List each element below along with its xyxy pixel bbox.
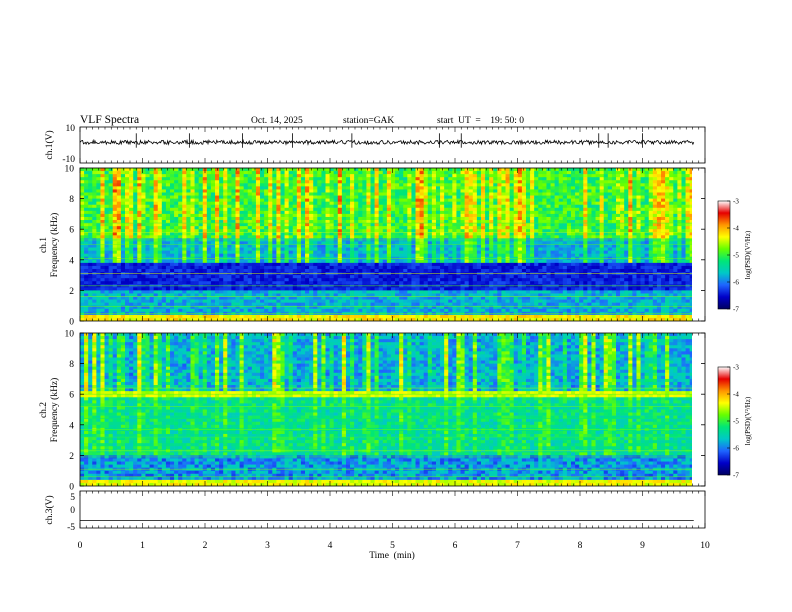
ch3-waveform-frame (79, 490, 706, 529)
time-tick-label: 4 (328, 541, 333, 551)
time-tick-label: 10 (700, 541, 710, 551)
ch1-colorbar: -3 -4 -5 -6 -7 log(PSD)(V²/Hz) (717, 198, 752, 314)
ch2-colorbar: -3 -4 -5 -6 -7 log(PSD)(V²/Hz) (717, 364, 752, 480)
colorbar-tick-label: -4 (733, 225, 739, 233)
ch3-ytick-middle: 0 (70, 506, 75, 516)
colorbar-tick-label: -7 (733, 472, 739, 480)
header-start-time: start UT = 19: 50: 0 (437, 116, 524, 126)
time-tick-labels: 0 1 2 3 4 5 6 7 8 9 10 (78, 541, 710, 551)
ch2-frequency-ticks: 0 2 4 6 8 10 (65, 330, 705, 493)
ch1-spectrogram-channel-label: ch.1 (39, 237, 49, 253)
ch1-waveform-trace (79, 138, 695, 146)
time-tick-label: 5 (390, 541, 395, 551)
ch1-waveform-frame (79, 126, 706, 164)
colorbar-tick-label: -6 (733, 279, 739, 287)
ch1-spectrogram-panel: 0 2 4 6 8 10 ch.1 Frequency (kHz) (39, 165, 706, 328)
time-ticks (79, 127, 706, 528)
time-tick-label: 8 (578, 541, 583, 551)
colorbar-tick-label: -6 (733, 445, 739, 453)
time-tick-label: 0 (78, 541, 83, 551)
ch1-ytick-top: 10 (66, 124, 76, 134)
time-tick-label: 1 (140, 541, 145, 551)
ch1-waveform-panel: 10 -10 ch.1(V) (44, 124, 706, 165)
ch2-frequency-ylabel: Frequency (kHz) (49, 378, 60, 443)
header-station: station=GAK (343, 116, 394, 126)
ch1-waveform-ylabel: ch.1(V) (44, 130, 55, 159)
frequency-tick-label: 4 (69, 421, 74, 431)
colorbar-label: log(PSD)(V²/Hz) (744, 230, 752, 279)
ch1-waveform-spikes (135, 133, 643, 148)
ch3-ytick-top: 5 (70, 493, 75, 503)
ch1-spectrogram-image (80, 168, 692, 321)
frequency-tick-label: 6 (69, 391, 74, 401)
ch3-waveform-panel: 5 0 -5 ch.3(V) (44, 490, 706, 533)
colorbar-tick-label: -4 (733, 391, 739, 399)
time-tick-label: 3 (265, 541, 270, 551)
colorbar-tick-label: -3 (733, 364, 739, 372)
colorbar-tick-label: -7 (733, 306, 739, 314)
frequency-tick-label: 8 (69, 360, 74, 370)
time-axis-label: Time (min) (369, 550, 415, 561)
time-tick-label: 9 (640, 541, 645, 551)
figure-title: VLF Spectra (80, 114, 139, 126)
ch2-spectrogram-panel: 0 2 4 6 8 10 ch.2 Frequency (kHz) (39, 330, 706, 493)
frequency-tick-label: 2 (69, 287, 74, 297)
frequency-tick-label: 10 (65, 330, 75, 340)
ch3-waveform-ylabel: ch.3(V) (44, 495, 55, 524)
frequency-tick-label: 2 (69, 452, 74, 462)
ch2-spectrogram-channel-label: ch.2 (39, 402, 49, 418)
colorbar-tick-label: -3 (733, 198, 739, 206)
colorbar-tick-label: -5 (733, 418, 739, 426)
frequency-tick-label: 10 (65, 165, 75, 175)
ch2-spectrogram-image (80, 333, 692, 486)
time-tick-label: 2 (203, 541, 208, 551)
ch1-ytick-bottom: -10 (62, 155, 75, 165)
colorbar-tick-label: -5 (733, 252, 739, 260)
frequency-tick-label: 6 (69, 226, 74, 236)
ch1-frequency-ylabel: Frequency (kHz) (49, 213, 60, 278)
frequency-tick-label: 8 (69, 195, 74, 205)
header-date: Oct. 14, 2025 (251, 116, 303, 126)
time-tick-label: 6 (453, 541, 458, 551)
ch3-ytick-bottom: -5 (67, 523, 75, 533)
frequency-tick-label: 0 (69, 318, 74, 328)
ch1-frequency-ticks: 0 2 4 6 8 10 (65, 165, 705, 328)
frequency-tick-label: 0 (69, 483, 74, 493)
colorbar-label: log(PSD)(V²/Hz) (744, 396, 752, 445)
frequency-tick-label: 4 (69, 256, 74, 266)
time-tick-label: 7 (515, 541, 520, 551)
